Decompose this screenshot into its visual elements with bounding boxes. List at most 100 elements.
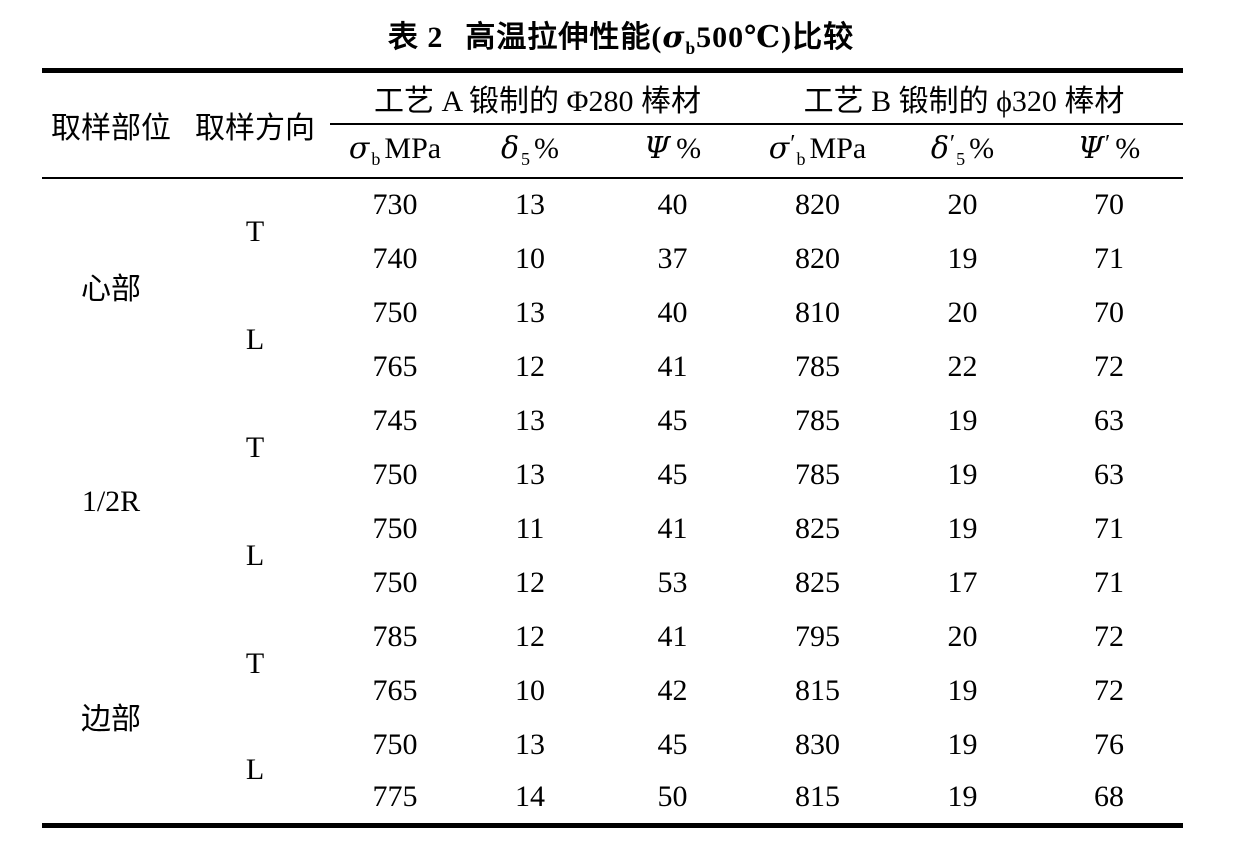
caption-title-pre: 高温拉伸性能( bbox=[465, 21, 663, 54]
value-cell: 12 bbox=[515, 565, 545, 599]
unit-label: MPa bbox=[384, 132, 442, 165]
tensile-properties-table: 取样部位 取样方向 工艺 A 锻制的 Φ280 棒材 工艺 B 锻制的 ϕ320… bbox=[42, 68, 1183, 828]
caption-table-number: 表 2 bbox=[387, 21, 444, 54]
subheader-psi-b: Ψ′% bbox=[1035, 123, 1183, 179]
direction-cell: L bbox=[245, 538, 265, 572]
value-cell: 76 bbox=[1094, 727, 1124, 761]
value-cell: 68 bbox=[1094, 780, 1124, 814]
psi-symbol: Ψ bbox=[643, 131, 671, 166]
value-cell: 50 bbox=[657, 780, 688, 814]
value-cell: 13 bbox=[515, 403, 545, 437]
value-cell: 750 bbox=[372, 727, 418, 761]
direction-cell: T bbox=[245, 430, 265, 464]
value-cell: 63 bbox=[1094, 403, 1124, 437]
value-cell: 70 bbox=[1094, 295, 1124, 329]
value-cell: 53 bbox=[657, 565, 688, 599]
value-cell: 750 bbox=[372, 457, 418, 491]
value-cell: 765 bbox=[372, 673, 418, 707]
value-cell: 745 bbox=[372, 403, 418, 437]
col-header-sampling-direction: 取样方向 bbox=[180, 70, 330, 179]
value-cell: 13 bbox=[515, 188, 545, 221]
value-cell: 830 bbox=[795, 727, 840, 761]
value-cell: 19 bbox=[947, 241, 978, 275]
value-cell: 810 bbox=[795, 295, 840, 329]
value-cell: 72 bbox=[1094, 619, 1124, 653]
value-cell: 750 bbox=[372, 295, 418, 329]
value-cell: 40 bbox=[657, 295, 688, 329]
value-cell: 20 bbox=[947, 188, 978, 221]
value-cell: 19 bbox=[947, 727, 978, 761]
sigma-symbol: σ bbox=[348, 131, 370, 166]
value-cell: 72 bbox=[1094, 349, 1124, 383]
unit-label: % bbox=[1115, 132, 1141, 165]
value-cell: 45 bbox=[657, 727, 688, 761]
subheader-sigma-b-b: σ′b MPa bbox=[745, 123, 890, 179]
table-caption: 表 2 高温拉伸性能(σb500℃)比较 bbox=[0, 12, 1242, 59]
value-cell: 740 bbox=[372, 241, 418, 275]
value-cell: 19 bbox=[947, 511, 978, 545]
delta-symbol: δ bbox=[500, 131, 520, 166]
value-cell: 825 bbox=[795, 565, 840, 599]
direction-cell: L bbox=[245, 322, 265, 356]
value-cell: 19 bbox=[947, 780, 978, 814]
caption-sigma-subscript: b bbox=[685, 38, 697, 58]
direction-cell: T bbox=[245, 215, 265, 248]
value-cell: 13 bbox=[515, 457, 545, 491]
value-cell: 765 bbox=[372, 349, 418, 383]
subheader-sigma-b-a: σ b MPa bbox=[330, 123, 460, 179]
value-cell: 22 bbox=[947, 349, 978, 383]
value-cell: 10 bbox=[515, 241, 545, 275]
value-cell: 19 bbox=[947, 673, 978, 707]
value-cell: 785 bbox=[795, 349, 840, 383]
group-header-process-a: 工艺 A 锻制的 Φ280 棒材 bbox=[330, 70, 745, 125]
value-cell: 72 bbox=[1094, 673, 1124, 707]
value-cell: 750 bbox=[372, 511, 418, 545]
value-cell: 45 bbox=[657, 403, 688, 437]
col-header-sampling-location: 取样部位 bbox=[42, 70, 180, 179]
value-cell: 815 bbox=[795, 780, 840, 814]
caption-sigma-symbol: σ bbox=[662, 20, 686, 55]
value-cell: 815 bbox=[795, 673, 840, 707]
value-cell: 17 bbox=[947, 565, 978, 599]
value-cell: 40 bbox=[657, 188, 688, 221]
value-cell: 19 bbox=[947, 457, 978, 491]
value-cell: 820 bbox=[795, 188, 840, 221]
value-cell: 13 bbox=[515, 295, 545, 329]
value-cell: 20 bbox=[947, 619, 978, 653]
value-cell: 71 bbox=[1094, 565, 1124, 599]
value-cell: 750 bbox=[372, 565, 418, 599]
unit-label: % bbox=[676, 132, 702, 165]
value-cell: 775 bbox=[372, 780, 418, 814]
value-cell: 37 bbox=[657, 241, 688, 275]
value-cell: 820 bbox=[795, 241, 840, 275]
value-cell: 41 bbox=[657, 619, 688, 653]
value-cell: 71 bbox=[1094, 511, 1124, 545]
unit-label: % bbox=[534, 132, 560, 165]
value-cell: 730 bbox=[372, 188, 418, 221]
psi-symbol: Ψ bbox=[1077, 131, 1105, 166]
direction-cell: L bbox=[245, 753, 265, 787]
unit-label: MPa bbox=[809, 132, 867, 165]
value-cell: 13 bbox=[515, 727, 545, 761]
value-cell: 10 bbox=[515, 673, 545, 707]
value-cell: 19 bbox=[947, 403, 978, 437]
location-cell-core: 心部 bbox=[81, 273, 141, 306]
value-cell: 41 bbox=[657, 511, 688, 545]
sigma-symbol: σ bbox=[768, 131, 790, 166]
value-cell: 42 bbox=[657, 673, 688, 707]
value-cell: 785 bbox=[372, 619, 418, 653]
value-cell: 71 bbox=[1094, 241, 1124, 275]
unit-label: % bbox=[969, 132, 995, 165]
subheader-psi-a: Ψ% bbox=[600, 123, 745, 179]
delta-symbol: δ bbox=[930, 131, 949, 166]
caption-title-post: 500℃)比较 bbox=[696, 21, 855, 54]
value-cell: 11 bbox=[515, 511, 545, 545]
value-cell: 70 bbox=[1094, 188, 1124, 221]
value-cell: 41 bbox=[657, 349, 688, 383]
value-cell: 12 bbox=[515, 349, 545, 383]
subheader-delta-5-a: δ 5% bbox=[460, 123, 600, 179]
subheader-delta-5-b: δ′5% bbox=[890, 123, 1035, 179]
value-cell: 825 bbox=[795, 511, 840, 545]
value-cell: 12 bbox=[515, 619, 545, 653]
